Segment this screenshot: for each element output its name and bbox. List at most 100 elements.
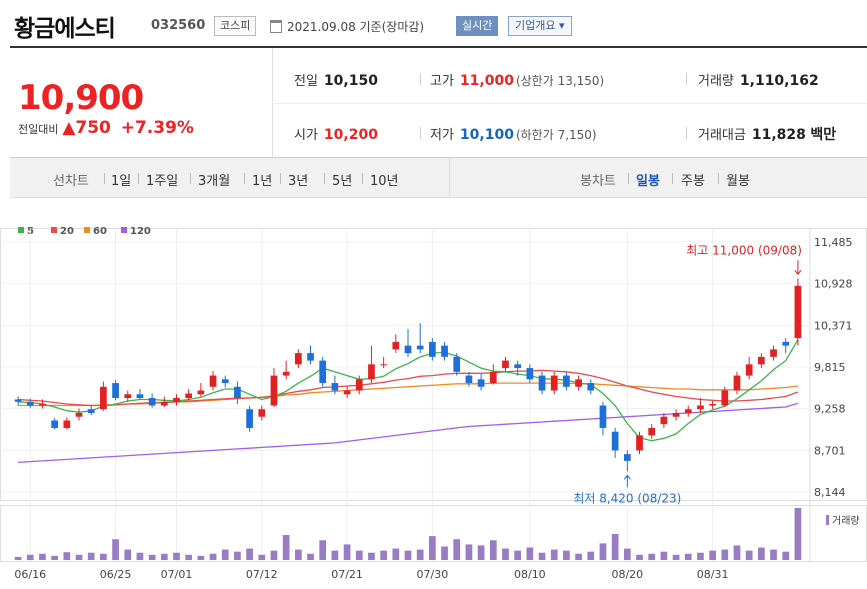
y-tick-label: 8,144 bbox=[814, 486, 846, 499]
high-arrow-icon bbox=[794, 260, 802, 276]
candle-body bbox=[270, 375, 278, 406]
y-tick-label: 9,258 bbox=[814, 403, 846, 416]
y-tick-label: 9,815 bbox=[814, 361, 846, 374]
plot-frame bbox=[0, 228, 867, 501]
candle-body bbox=[550, 375, 558, 391]
volume-bar bbox=[14, 556, 22, 560]
tab-period-5y[interactable]: 5년 bbox=[332, 174, 353, 189]
candle-body bbox=[136, 394, 144, 399]
change-percent: +7.39% bbox=[120, 118, 194, 138]
candle-body bbox=[319, 360, 327, 384]
volume-bar bbox=[648, 553, 656, 560]
tab-daily[interactable]: 일봉 bbox=[636, 174, 660, 189]
candle-body bbox=[173, 398, 180, 402]
candle-body bbox=[63, 420, 71, 428]
volume-bar bbox=[173, 552, 180, 560]
volume-bar bbox=[587, 551, 595, 560]
candle-body bbox=[697, 405, 704, 410]
volume-bar bbox=[246, 548, 253, 560]
candle-body bbox=[623, 454, 631, 461]
tab-period-3m[interactable]: 3개월 bbox=[198, 174, 231, 189]
day-low: 저가 10,100 (하한가 7,150) bbox=[430, 127, 597, 143]
candle-body bbox=[660, 416, 668, 425]
y-tick-label: 11,485 bbox=[814, 236, 853, 249]
volume-bar bbox=[758, 547, 765, 560]
divider bbox=[362, 173, 363, 184]
candle-body bbox=[197, 390, 205, 395]
y-tick-label: 10,928 bbox=[814, 278, 853, 291]
divider bbox=[104, 173, 105, 184]
company-overview-dropdown[interactable]: 기업개요 ▾ bbox=[508, 16, 572, 36]
candle-body bbox=[782, 341, 790, 346]
volume-bar bbox=[502, 548, 509, 560]
volume-bar bbox=[611, 534, 619, 560]
tab-period-3y[interactable]: 3년 bbox=[288, 174, 309, 189]
volume-bar bbox=[770, 549, 777, 560]
candle-body bbox=[343, 390, 351, 395]
candle-body bbox=[185, 393, 193, 399]
candle-body bbox=[234, 386, 241, 399]
stock-code: 032560 bbox=[151, 18, 206, 33]
volume-bar bbox=[368, 552, 375, 560]
candle-body bbox=[14, 399, 22, 402]
ma120-line bbox=[18, 402, 799, 464]
candle-body bbox=[526, 368, 534, 380]
divider bbox=[686, 127, 687, 139]
candle-body bbox=[39, 404, 46, 406]
tab-candle-chart[interactable]: 봉차트 bbox=[580, 174, 616, 189]
volume-bar bbox=[221, 549, 229, 560]
volume-bar bbox=[63, 552, 71, 560]
volume-bar bbox=[392, 548, 400, 560]
tab-period-10y[interactable]: 10년 bbox=[370, 174, 399, 189]
realtime-button[interactable]: 실시간 bbox=[456, 16, 499, 36]
volume-bar bbox=[270, 550, 278, 560]
legend-swatch bbox=[121, 227, 127, 233]
volume-bar bbox=[672, 554, 680, 560]
volume-bar bbox=[100, 553, 107, 560]
y-tick-label: 10,371 bbox=[814, 319, 853, 332]
volume-bar bbox=[416, 549, 424, 560]
volume-bar bbox=[294, 549, 302, 560]
volume-bar bbox=[136, 552, 144, 560]
volume-bar bbox=[465, 544, 473, 560]
tab-monthly[interactable]: 월봉 bbox=[726, 174, 750, 189]
candle-body bbox=[502, 360, 509, 369]
candle-body bbox=[514, 364, 522, 369]
volume-bar bbox=[197, 555, 205, 560]
tab-period-1d[interactable]: 1일 bbox=[111, 174, 132, 189]
divider bbox=[280, 173, 281, 184]
up-arrow-icon: ▲ bbox=[62, 118, 76, 138]
tab-period-1y[interactable]: 1년 bbox=[252, 174, 273, 189]
volume-bar bbox=[477, 545, 485, 560]
volume-bar bbox=[51, 555, 58, 560]
legend-label: 120 bbox=[130, 226, 151, 237]
volume-bar bbox=[39, 553, 46, 560]
candle-body bbox=[794, 285, 802, 339]
volume-bar bbox=[623, 548, 631, 560]
x-tick-label: 06/25 bbox=[100, 568, 132, 581]
candle-body bbox=[148, 398, 156, 406]
volume-bar bbox=[26, 554, 34, 560]
candlestick-chart: 5206012011,48510,92810,3719,8159,2588,70… bbox=[0, 226, 867, 581]
candle-body bbox=[453, 356, 461, 372]
divider bbox=[272, 103, 867, 104]
candle-body bbox=[307, 353, 314, 361]
tab-line-chart[interactable]: 선차트 bbox=[53, 174, 89, 189]
volume-bar bbox=[794, 508, 802, 560]
price-change: 전일대비 ▲750 +7.39% bbox=[18, 118, 194, 138]
candle-body bbox=[87, 409, 95, 413]
volume-bar bbox=[234, 551, 241, 560]
ma60-line bbox=[18, 382, 798, 407]
ma5-line bbox=[18, 339, 799, 442]
tab-period-1w[interactable]: 1주일 bbox=[146, 174, 179, 189]
tab-weekly[interactable]: 주봉 bbox=[681, 174, 705, 189]
candle-body bbox=[246, 409, 253, 428]
candle-body bbox=[489, 371, 497, 384]
volume-bar bbox=[563, 550, 570, 560]
candle-body bbox=[575, 379, 582, 387]
volume-bar bbox=[599, 543, 607, 560]
volume-bar bbox=[331, 550, 339, 560]
volume-bar bbox=[709, 550, 716, 560]
volume-legend-swatch bbox=[826, 515, 829, 525]
candle-body bbox=[124, 394, 132, 399]
